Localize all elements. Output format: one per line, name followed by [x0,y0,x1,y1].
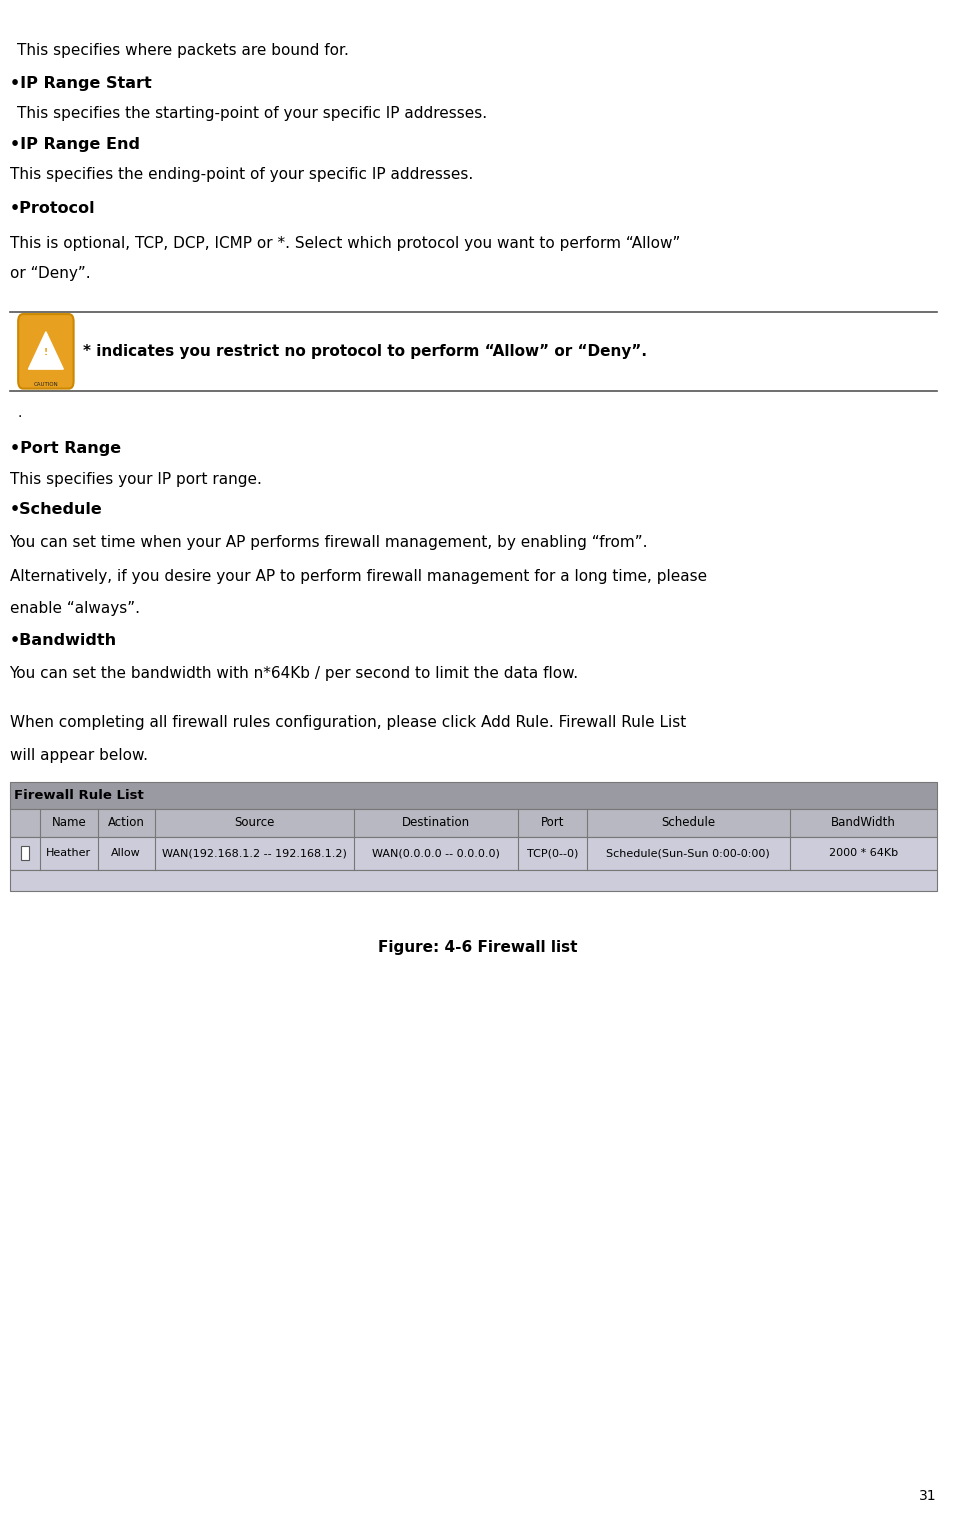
FancyBboxPatch shape [18,313,74,388]
FancyBboxPatch shape [10,870,937,891]
Text: will appear below.: will appear below. [10,748,147,764]
Text: •IP Range Start: •IP Range Start [10,76,151,91]
Text: Heather: Heather [46,849,92,858]
Text: or “Deny”.: or “Deny”. [10,266,90,281]
Text: Alternatively, if you desire your AP to perform firewall management for a long t: Alternatively, if you desire your AP to … [10,569,706,584]
Text: This specifies the starting-point of your specific IP addresses.: This specifies the starting-point of you… [17,106,488,122]
Text: Schedule: Schedule [662,817,715,829]
Text: !: ! [44,348,48,357]
Text: BandWidth: BandWidth [831,817,896,829]
Text: This specifies where packets are bound for.: This specifies where packets are bound f… [17,43,349,58]
Text: •IP Range End: •IP Range End [10,137,140,152]
Text: Allow: Allow [111,849,141,858]
Text: .: . [17,406,22,420]
Text: •Port Range: •Port Range [10,441,120,456]
Text: •Bandwidth: •Bandwidth [10,633,117,648]
Polygon shape [29,332,63,370]
Text: Name: Name [52,817,86,829]
Text: enable “always”.: enable “always”. [10,601,140,616]
Text: •Protocol: •Protocol [10,201,96,216]
Text: This specifies the ending-point of your specific IP addresses.: This specifies the ending-point of your … [10,167,473,183]
FancyBboxPatch shape [10,837,937,870]
Text: This specifies your IP port range.: This specifies your IP port range. [10,472,261,487]
Text: WAN(0.0.0.0 -- 0.0.0.0): WAN(0.0.0.0 -- 0.0.0.0) [372,849,500,858]
Text: •Schedule: •Schedule [10,502,102,517]
Text: 2000 * 64Kb: 2000 * 64Kb [829,849,898,858]
Text: When completing all firewall rules configuration, please click Add Rule. Firewal: When completing all firewall rules confi… [10,715,685,730]
Text: Firewall Rule List: Firewall Rule List [14,789,144,802]
Text: 31: 31 [920,1489,937,1503]
Text: Destination: Destination [402,817,470,829]
Text: TCP(0--0): TCP(0--0) [527,849,578,858]
Text: Schedule(Sun-Sun 0:00-0:00): Schedule(Sun-Sun 0:00-0:00) [606,849,771,858]
Text: Port: Port [541,817,564,829]
Text: * indicates you restrict no protocol to perform “Allow” or “Deny”.: * indicates you restrict no protocol to … [83,344,647,359]
Text: You can set time when your AP performs firewall management, by enabling “from”.: You can set time when your AP performs f… [10,535,648,551]
Text: WAN(192.168.1.2 -- 192.168.1.2): WAN(192.168.1.2 -- 192.168.1.2) [162,849,347,858]
Text: You can set the bandwidth with n*64Kb / per second to limit the data flow.: You can set the bandwidth with n*64Kb / … [10,666,578,681]
FancyBboxPatch shape [21,846,30,861]
Text: Source: Source [234,817,274,829]
Text: Figure: 4-6 Firewall list: Figure: 4-6 Firewall list [379,940,577,955]
FancyBboxPatch shape [10,809,937,837]
Text: CAUTION: CAUTION [33,382,58,388]
Text: This is optional, TCP, DCP, ICMP or *. Select which protocol you want to perform: This is optional, TCP, DCP, ICMP or *. S… [10,236,680,251]
Text: Action: Action [108,817,144,829]
FancyBboxPatch shape [10,782,937,809]
